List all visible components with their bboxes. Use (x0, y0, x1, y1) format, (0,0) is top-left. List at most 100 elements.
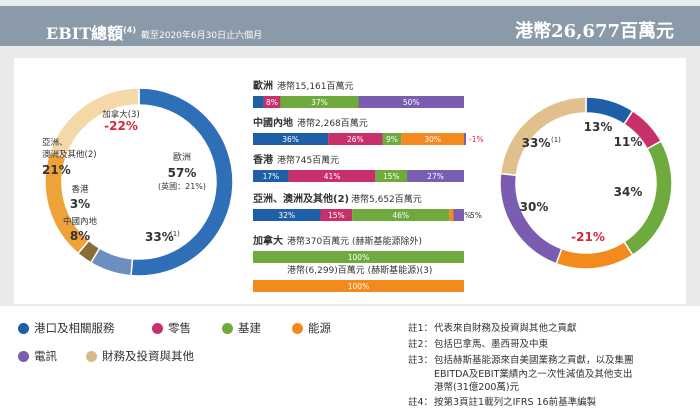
bar-label-4-2: 100% (348, 253, 369, 262)
bar-segment-1-3 (401, 133, 464, 145)
bar-label-1-3: 30% (424, 135, 441, 144)
note-1: 註1：代表來自財務及投資與其他之貢獻 (408, 323, 577, 334)
legend-swatch (86, 350, 97, 362)
bar-label-1-1: 26% (347, 135, 364, 144)
chart-area: 歐洲 57% (英國：21%) 中國內地 8% 香港 3% 亞洲、 澳洲及其他(2) 21% 加拿大… (14, 58, 686, 304)
note-3: 註3：包括赫斯基能源來自美國業務之貢獻，以及集團 (408, 355, 634, 366)
bar-segment-2-4 (407, 170, 464, 182)
bar-label-1-0: 36% (282, 135, 299, 144)
legend-item-ports: 港口及相關服務 (18, 320, 115, 336)
bar-segment-2-0 (253, 170, 289, 182)
bar-label-0-2: 37% (311, 98, 328, 107)
bar-amount-4: 港幣370百萬元 (赫斯基能源除外) (287, 235, 422, 247)
bar-segment-3-1 (320, 209, 353, 221)
bar-segment-4-2 (253, 251, 464, 263)
bar-segment-0-2 (280, 96, 359, 108)
bar-neg-1 (464, 133, 466, 145)
note-2: 註2：包括巴拿馬、墨西哥及中東 (408, 339, 549, 350)
bar-segment-5-3 (253, 280, 464, 292)
bar-region-0: 歐洲 (253, 79, 273, 92)
division-value-finance: 33% (522, 136, 551, 150)
division-note-finance: (1) (551, 136, 561, 144)
bar-amount-3: 港幣5,652百萬元 (351, 193, 422, 205)
division-value-energy: -21% (571, 230, 605, 244)
label-hk: 香港 (71, 184, 89, 195)
bar-region-4: 加拿大 (252, 234, 283, 247)
bar-segment-3-2 (352, 209, 450, 221)
donut-slice-canada (48, 87, 140, 159)
bar-segment-0-4 (358, 96, 464, 108)
bar-segment-1-0 (253, 133, 329, 145)
total-amount: 港幣26,677百萬元 (515, 21, 674, 42)
label-asia-1: 亞洲、 (42, 138, 68, 148)
division-value-infra: 34% (614, 185, 643, 199)
bar-label-0-1: 8% (266, 98, 278, 107)
charts-svg: 歐洲 57%(英國：21%) 中國內地 8% 香港 3% 亞洲、澳洲及其他(2) 21% 加拿大… (42, 79, 673, 292)
note-3-amount: 港幣(31億200萬)元 (434, 382, 520, 393)
label-china: 中國內地 (63, 216, 98, 227)
chart-title: EBIT總額(4) (46, 24, 137, 43)
bar-label-3-4: 5% (470, 211, 482, 220)
bar-amount-0: 港幣15,161百萬元 (277, 80, 354, 92)
division-slice-finance (499, 96, 587, 177)
value-hk: 3% (70, 197, 90, 211)
bar-amount-1: 港幣2,268百萬元 (297, 117, 368, 129)
division-value-telecom: 30% (520, 200, 549, 214)
bar-label-1-2: 9% (386, 135, 398, 144)
bar-label-5-3: 100% (348, 282, 369, 291)
bar-segment-0-0 (253, 96, 264, 108)
label-canada: 加拿大(3) (102, 109, 140, 120)
legend-item-finance: 財務及投資與其他 (86, 348, 194, 364)
division-slice-telecom (499, 172, 563, 265)
value-asia: 21% (42, 163, 71, 177)
legend-item-telecom: 電訊 (18, 348, 57, 364)
bar-segment-3-0 (253, 209, 321, 221)
value-china: 8% (70, 229, 90, 243)
bar-segment-3-4 (453, 209, 464, 221)
bar-segment-0-1 (263, 96, 281, 108)
header-bar: EBIT總額(4) 截至2020年6月30日止六個月 港幣26,677百萬元 (0, 6, 700, 46)
bar-region-3: 亞洲、澳洲及其他(2) (253, 192, 349, 205)
bar-label-3-0: 32% (278, 211, 295, 220)
note-3-cont: EBITDA及EBIT業績內之一次性減值及其他支出 (434, 369, 633, 380)
label-asia-2: 澳洲及其他(2) (42, 149, 97, 160)
division-value-retail: 11% (614, 135, 643, 149)
bar-neg-label-1: -1% (469, 135, 484, 144)
bar-label-3-1: 15% (328, 211, 345, 220)
legend-item-retail: 零售 (152, 320, 191, 336)
legend-swatch (292, 322, 303, 334)
legend-item-energy: 能源 (292, 320, 331, 336)
inner-value: 33% (145, 230, 174, 244)
bar-region-1: 中國內地 (253, 116, 293, 129)
bar-segment-1-2 (382, 133, 402, 145)
value-europe: 57% (168, 166, 197, 180)
bar-label-2-4: 27% (427, 172, 444, 181)
bar-segment-2-2 (375, 170, 408, 182)
bar-amount-5: 港幣(6,299)百萬元 (赫斯基能源)(3) (287, 264, 432, 276)
legend-area: 港口及相關服務 零售 基建 能源 電訊 財務及投資與其他 註1：代表來自財務及投… (0, 306, 700, 409)
sub-europe: (英國：21%) (158, 181, 206, 191)
legend-swatch (18, 350, 29, 362)
inner-note: (1) (170, 230, 180, 238)
bar-region-2: 香港 (253, 153, 274, 166)
bar-segment-3-3 (449, 209, 454, 221)
legend-swatch (152, 322, 163, 334)
label-europe: 歐洲 (173, 151, 191, 163)
division-slice-energy (555, 240, 634, 270)
bar-label-2-2: 15% (383, 172, 400, 181)
bar-label-0-4: 50% (403, 98, 420, 107)
legend-swatch (222, 322, 233, 334)
note-4: 註4：按第3頁註1載列之IFRS 16前基準編製 (408, 397, 597, 408)
bar-label-2-0: 17% (263, 172, 280, 181)
bar-amount-2: 港幣745百萬元 (277, 154, 339, 166)
bar-label-3-2: 46% (392, 211, 409, 220)
value-canada: -22% (104, 119, 138, 133)
division-value-ports: 13% (584, 120, 613, 134)
bar-label-3-3: 2% (459, 211, 471, 220)
legend-item-infra: 基建 (222, 320, 261, 336)
period-subtitle: 截至2020年6月30日止六個月 (141, 31, 263, 41)
bar-label-2-1: 41% (324, 172, 341, 181)
legend-swatch (18, 322, 29, 334)
bar-segment-2-1 (288, 170, 376, 182)
bar-segment-1-1 (328, 133, 383, 145)
